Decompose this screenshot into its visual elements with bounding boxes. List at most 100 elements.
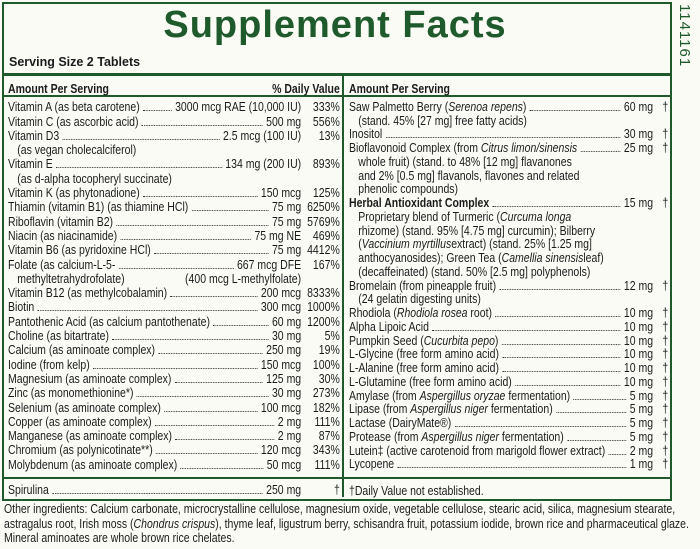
amount: 200 mcg [260, 286, 302, 301]
amount: 120 mcg [260, 443, 302, 458]
nutrient-row: Folate (as calcium-L-5- 667 mcg DFE 167% [8, 257, 340, 272]
text: Biotin [8, 300, 35, 315]
serving-size: Serving Size 2 Tablets [9, 55, 141, 69]
rows: Vitamin A (as beta carotene) 3000 mcg RAE… [8, 100, 340, 472]
dot-leader [143, 110, 172, 112]
daily-value: † [662, 278, 669, 293]
sub-amount: (400 mcg L-methylfolate) [185, 271, 302, 286]
other-ingredients: Other ingredients: Calcium carbonate, mi… [4, 502, 693, 546]
text: Alpha Lipoic Acid [349, 319, 429, 334]
nutrient-row: Vitamin D3 2.5 mcg (100 IU) 13% [8, 129, 340, 143]
nutrient-name: Copper (as aminoate complex) [8, 415, 152, 429]
sub-line: (24 gelatin digesting units) [349, 292, 668, 306]
nutrient-row: Biotin 300 mcg 1000% [8, 300, 340, 314]
sub-line: (as vegan cholecalciferol) [8, 143, 340, 157]
nutrient-name: Magnesium (as aminoate complex) [8, 372, 171, 386]
daily-value: † [662, 388, 669, 403]
amount: 10 mg [623, 306, 654, 320]
sub-line: rhizome) (stand. 95% [4.75 mg] curcumin)… [349, 224, 668, 238]
amount: 150 mcg [260, 357, 302, 372]
amount: 75 mg [271, 200, 302, 215]
column-divider [342, 76, 344, 497]
nutrient-name: Thiamin (vitamin B1) (as thiamine HCl) [8, 200, 188, 214]
italic-text: Chondrus crispus [133, 516, 216, 531]
daily-value: † [662, 402, 669, 417]
italic-text: Curcuma longa [500, 209, 572, 224]
nutrient-row: Calcium (as aminoate complex) 250 mg 19% [8, 343, 340, 357]
amount: 10 mg [623, 333, 654, 348]
sub-line: and 2% [0.5 mg] flavanols, flavones and … [349, 169, 668, 183]
dot-leader [502, 371, 621, 372]
amount: 150 mcg [260, 186, 302, 201]
daily-value: 273% [312, 386, 340, 401]
nutrient-row: L-Glutamine (free form amino acid) 10 mg † [349, 375, 668, 389]
text: (as vegan cholecalciferol) [17, 143, 137, 158]
text: Lycopene [349, 457, 395, 472]
dot-leader [495, 316, 621, 317]
nutrient-row: Vitamin E 134 mg (200 IU) 893% [8, 157, 340, 171]
dot-leader [154, 424, 275, 426]
text: L-Glutamine (free form amino acid) [349, 374, 512, 389]
dot-leader [164, 410, 258, 412]
dot-leader [385, 137, 621, 139]
nutrient-name: Manganese (as aminoate complex) [8, 429, 172, 443]
amount: 667 mcg DFE [236, 257, 302, 272]
text: ) [522, 99, 527, 114]
daily-value: † [662, 319, 669, 334]
text: whole fruit) (stand. to 48% [12 mg] flav… [358, 154, 572, 169]
dot-leader [158, 353, 263, 355]
daily-value: 125% [312, 186, 340, 201]
text: L-Alanine (free form amino acid) [349, 361, 499, 375]
nutrient-name: Vitamin C (as ascorbic acid) [8, 115, 139, 129]
italic-text: Serenoa repens [448, 99, 523, 114]
text: Amylase (from [349, 388, 420, 403]
text: Selenium (as aminoate complex) [8, 400, 161, 415]
dot-leader [499, 288, 621, 290]
daily-value: † [662, 443, 669, 458]
amount: 1 mg [629, 457, 654, 472]
amount: 75 mg [271, 243, 302, 258]
nutrient-name: Lycopene [349, 457, 394, 471]
right-column: Amount Per Serving Saw Palmetto Berry (Se… [349, 79, 669, 498]
dot-leader [154, 253, 269, 255]
text: (stand. 45% [27 mg] free fatty acids) [358, 113, 527, 128]
header-amount: Amount Per Serving [8, 82, 109, 96]
text: Folate (as calcium-L-5- [8, 257, 116, 272]
sub-line: (stand. 45% [27 mg] free fatty acids) [349, 114, 668, 128]
nutrient-row: Vitamin K (as phytonadione) 150 mcg 125% [8, 186, 340, 200]
nutrient-name: Zinc (as monomethionine*) [8, 386, 133, 400]
dot-leader [397, 467, 627, 469]
text: Vitamin K (as phytonadione) [8, 186, 140, 201]
text: methyltetrahydrofolate) [17, 271, 125, 286]
dot-leader [529, 109, 621, 111]
nutrient-row: Copper (as aminoate complex) 2 mg 111% [8, 415, 340, 429]
nutrient-name: Folate (as calcium-L-5- [8, 258, 115, 272]
daily-value: † [662, 429, 669, 444]
daily-value: † [333, 483, 340, 498]
nutrient-row: Pumpkin Seed (Cucurbita pepo) 10 mg † [349, 334, 668, 348]
dot-leader [432, 329, 621, 331]
text: extract) (stand. 25% [1.25 mg] [451, 237, 592, 252]
amount: 30 mg [623, 127, 654, 142]
nutrient-row: Lipase (from Aspergillus niger fermentat… [349, 402, 669, 417]
amount: 134 mg (200 IU) [225, 157, 302, 172]
sub-line: (as d-alpha tocopheryl succinate) [8, 171, 340, 186]
amount: 50 mcg [266, 457, 302, 472]
nutrient-row: Riboflavin (vitamin B2) 75 mg 5769% [8, 214, 340, 229]
dot-leader [573, 398, 627, 400]
daily-value: 5% [324, 329, 340, 344]
text: Vitamin C (as ascorbic acid) [8, 114, 139, 129]
nutrient-name: Lutein‡ (active carotenoid from marigold… [349, 444, 605, 458]
amount: 5 mg [629, 402, 654, 417]
dot-leader [492, 206, 621, 207]
daily-value: 893% [312, 157, 340, 172]
amount: 15 mg [623, 196, 654, 210]
nutrient-row: Manganese (as aminoate complex) 2 mg 87% [8, 429, 340, 443]
dot-leader [174, 381, 263, 383]
nutrient-name: Saw Palmetto Berry (Serenoa repens) [349, 100, 526, 114]
dot-leader [143, 196, 258, 198]
italic-text: Rhodiola rosea [396, 306, 468, 320]
dot-leader [501, 343, 621, 345]
text: Spirulina [8, 483, 49, 498]
daily-value: 30% [318, 371, 340, 386]
